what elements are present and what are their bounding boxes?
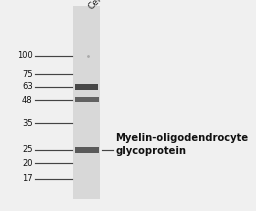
Text: 100: 100 xyxy=(17,51,33,60)
Text: 48: 48 xyxy=(22,96,33,105)
Text: 35: 35 xyxy=(22,119,33,128)
Bar xyxy=(75,84,98,90)
Text: 17: 17 xyxy=(22,174,33,183)
Text: 63: 63 xyxy=(22,82,33,91)
Text: Cerebrum: Cerebrum xyxy=(87,0,125,12)
Bar xyxy=(75,147,99,153)
Bar xyxy=(75,97,99,101)
Bar xyxy=(73,6,100,199)
Text: 20: 20 xyxy=(22,159,33,168)
Text: Myelin-oligodendrocyte
glycoprotein: Myelin-oligodendrocyte glycoprotein xyxy=(115,133,249,156)
Text: 25: 25 xyxy=(22,145,33,154)
Text: 75: 75 xyxy=(22,70,33,79)
